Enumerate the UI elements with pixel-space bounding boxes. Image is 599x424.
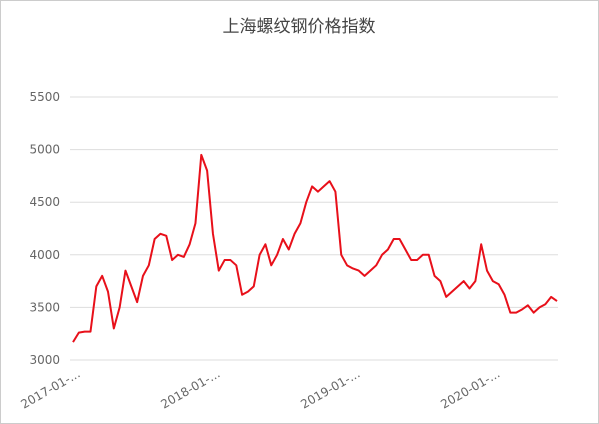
line (72, 153, 558, 343)
y-tick-label: 3500 (29, 300, 60, 314)
y-tick-label: 3000 (29, 353, 60, 367)
y-tick-label: 4000 (29, 248, 60, 262)
chart-title: 上海螺纹钢价格指数 (223, 17, 376, 37)
y-tick-label: 5000 (29, 143, 60, 157)
y-tick-label: 4500 (29, 195, 60, 209)
y-tick-label: 5500 (29, 90, 60, 104)
